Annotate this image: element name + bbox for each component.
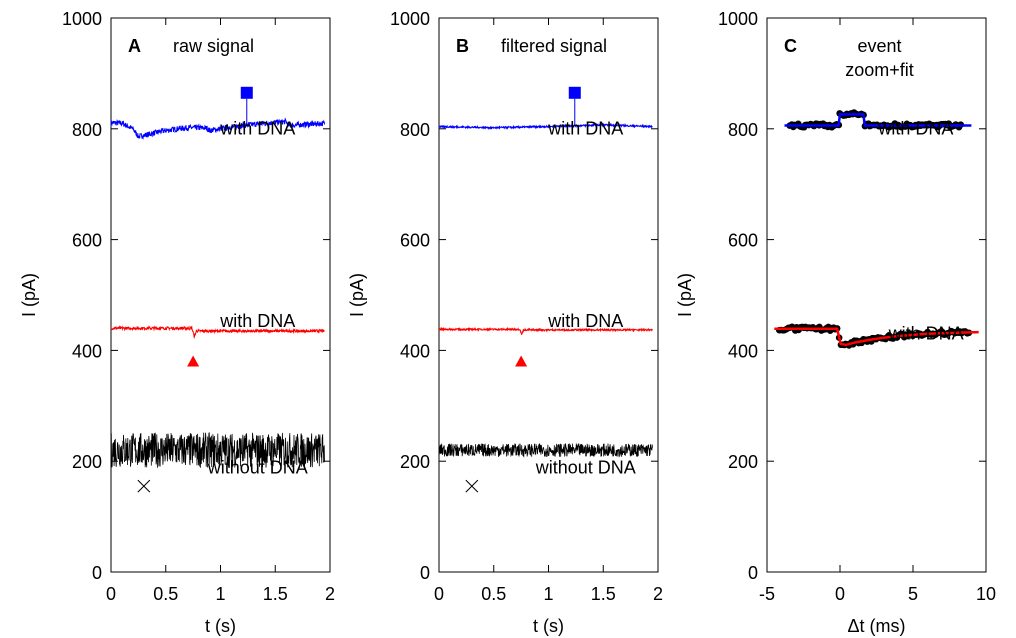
y-axis-label: I (pA) — [675, 273, 695, 317]
plot-frame — [438, 17, 659, 573]
signal-trace — [110, 117, 325, 140]
y-tick-label: 200 — [400, 452, 430, 472]
panel-title-line-2: zoom+fit — [845, 60, 914, 80]
signal-trace — [438, 122, 653, 131]
x-tick-label: 0.5 — [481, 584, 506, 604]
x-marker — [465, 479, 479, 493]
x-tick-label: 5 — [908, 584, 918, 604]
y-tick-label: 600 — [72, 231, 102, 251]
y-tick-label: 1000 — [718, 9, 758, 29]
y-tick-label: 1000 — [390, 9, 430, 29]
fit-line — [774, 327, 979, 347]
triangle-marker — [515, 355, 528, 367]
panel-title-line-1: event — [857, 36, 901, 56]
series-label: with DNA — [547, 311, 623, 331]
x-tick-label: 0 — [835, 584, 845, 604]
series-label: with DNA — [219, 311, 295, 331]
y-tick-label: 400 — [728, 341, 758, 361]
series-label: with DNA — [219, 118, 295, 138]
signal-trace — [438, 443, 653, 458]
series-label: with DNA — [877, 118, 953, 138]
y-tick-label: 0 — [748, 563, 758, 583]
series-label: with DNA — [888, 323, 964, 343]
x-tick-label: 2 — [653, 584, 663, 604]
y-tick-label: 400 — [72, 341, 102, 361]
triangle-marker — [187, 355, 200, 367]
plot-frame — [766, 17, 987, 573]
x-tick-label: 0.5 — [153, 584, 178, 604]
panel-title: raw signal — [173, 36, 254, 56]
x-axis-label: t (s) — [205, 616, 236, 636]
y-tick-label: 1000 — [62, 9, 102, 29]
panel-a: 0 200 400 600 800 1000 0 0.5 1 1.5 2 t (s) I (pA) A ra… — [19, 9, 335, 636]
panel-b: 0 200 400 600 800 1000 0 0.5 1 1.5 2 t (s) I (pA) B fi… — [347, 9, 663, 636]
x-tick-label: 10 — [976, 584, 996, 604]
y-axis-label: I (pA) — [19, 273, 39, 317]
x-tick-label: 0 — [434, 584, 444, 604]
y-axis-label: I (pA) — [347, 273, 367, 317]
signal-trace — [110, 432, 325, 468]
y-tick-label: 600 — [728, 231, 758, 251]
series-label: with DNA — [547, 118, 623, 138]
x-tick-label: 1 — [215, 584, 225, 604]
series-label: without DNA — [207, 457, 308, 477]
x-axis-label: t (s) — [533, 616, 564, 636]
series-label: without DNA — [535, 457, 636, 477]
signal-trace — [438, 326, 653, 335]
y-tick-label: 400 — [400, 341, 430, 361]
panel-letter: B — [456, 36, 469, 56]
fit-line — [784, 113, 972, 127]
y-tick-label: 800 — [72, 120, 102, 140]
square-marker — [240, 86, 253, 99]
x-marker — [137, 479, 151, 493]
x-tick-label: 1.5 — [591, 584, 616, 604]
x-tick-label: 1 — [543, 584, 553, 604]
y-tick-label: 200 — [728, 452, 758, 472]
panel-letter: A — [128, 36, 141, 56]
panel-letter: C — [784, 36, 797, 56]
y-tick-label: 200 — [72, 452, 102, 472]
square-marker — [568, 86, 581, 99]
x-tick-label: -5 — [759, 584, 775, 604]
y-tick-label: 800 — [728, 120, 758, 140]
plot-frame — [110, 17, 331, 573]
y-tick-label: 800 — [400, 120, 430, 140]
panel-title: filtered signal — [501, 36, 607, 56]
x-tick-label: 0 — [106, 584, 116, 604]
x-tick-label: 2 — [325, 584, 335, 604]
y-tick-label: 0 — [92, 563, 102, 583]
x-tick-label: 1.5 — [263, 584, 288, 604]
x-axis-label: Δt (ms) — [847, 616, 905, 636]
y-tick-label: 600 — [400, 231, 430, 251]
y-tick-label: 0 — [420, 563, 430, 583]
signal-trace — [110, 325, 325, 339]
